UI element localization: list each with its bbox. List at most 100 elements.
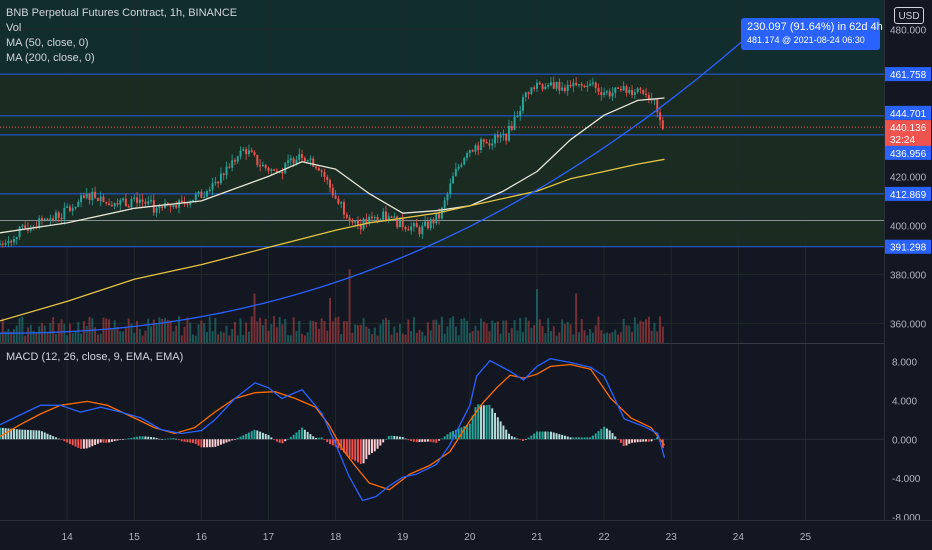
ma50-indicator-label[interactable]: MA (50, close, 0) (6, 37, 89, 49)
histogram-bar (247, 432, 250, 440)
volume-bar (510, 328, 513, 343)
price-label-bg[interactable] (885, 67, 931, 82)
volume-bar (591, 332, 594, 343)
volume-bar (191, 334, 194, 343)
ma50-line (0, 97, 665, 234)
histogram-bar (549, 431, 552, 440)
price-label-bg[interactable] (885, 239, 931, 254)
volume-bar (217, 334, 220, 343)
candle-body (622, 86, 625, 91)
volume-bar (133, 333, 136, 343)
candle-body (393, 216, 396, 218)
volume-bar (642, 321, 645, 343)
symbol-title[interactable]: BNB Perpetual Futures Contract, 1h, BINA… (6, 7, 238, 19)
candle-body (345, 214, 348, 218)
candle-body (155, 207, 158, 213)
volume-bar (105, 318, 108, 343)
volume-bar (38, 326, 41, 343)
level-price-label[interactable]: 436.956 (890, 149, 927, 160)
volume-bar (326, 330, 329, 343)
time-tick-label: 21 (531, 532, 543, 543)
volume-bar (524, 317, 527, 343)
histogram-bar (35, 430, 38, 440)
candle-body (530, 87, 533, 94)
candle-body (505, 133, 508, 141)
price-label-bg[interactable] (885, 186, 931, 201)
candle-body (591, 82, 594, 84)
candle-body (639, 88, 642, 90)
candle-body (175, 205, 178, 208)
level-price-label[interactable]: 391.298 (890, 243, 927, 254)
candle-body (331, 187, 334, 196)
ma200-indicator-label[interactable]: MA (200, close, 0) (6, 52, 95, 64)
histogram-bar (102, 439, 105, 443)
histogram-bar (236, 437, 239, 440)
volume-bar (412, 317, 415, 343)
histogram-bar (242, 435, 245, 440)
price-label-bg[interactable] (885, 120, 931, 135)
volume-bar (43, 325, 46, 343)
horizontal-levels[interactable] (0, 73, 884, 248)
volume-bar (54, 334, 57, 343)
volume-bar (421, 331, 424, 343)
histogram-bar (594, 433, 597, 440)
histogram-bar (1, 427, 4, 440)
candle-body (435, 213, 438, 224)
candle-body (247, 150, 250, 155)
price-label-bg[interactable] (885, 105, 931, 120)
volume-bar (359, 324, 362, 343)
volume-bar (390, 334, 393, 343)
histogram-bar (454, 429, 457, 440)
volume-bar (334, 317, 337, 343)
current-price-label[interactable]: 440.136 (890, 123, 927, 134)
volume-bar (460, 318, 463, 343)
histogram-bar (491, 408, 494, 440)
volume-bar (354, 324, 357, 343)
volume-bar (407, 319, 410, 343)
candle-body (63, 207, 66, 220)
histogram-bar (96, 439, 99, 444)
histogram-bar (71, 439, 74, 446)
volume-bar (454, 326, 457, 343)
volume-bar (491, 320, 494, 343)
volume-indicator-label[interactable]: Vol (6, 22, 22, 34)
level-price-label[interactable]: 412.869 (890, 190, 927, 201)
level-price-label[interactable]: 461.758 (890, 70, 927, 81)
histogram-bar (508, 433, 510, 440)
histogram-bar (54, 437, 57, 440)
candle-body (82, 195, 85, 198)
histogram-bar (278, 439, 281, 443)
histogram-bar (331, 439, 334, 446)
volume-bar (147, 318, 150, 343)
macd-line (0, 358, 666, 502)
candle-body (222, 173, 225, 175)
level-price-label[interactable]: 444.701 (890, 109, 927, 120)
candle-body (449, 183, 452, 194)
volume-bar (656, 331, 659, 343)
volume-bar (659, 316, 662, 343)
histogram-bar (287, 439, 290, 440)
volume-bar (633, 317, 636, 343)
price-label-bg[interactable] (885, 132, 931, 147)
currency-button[interactable]: USD (894, 7, 924, 24)
candle-body (144, 201, 147, 204)
candle-body (306, 159, 309, 162)
macd-indicator-label[interactable]: MACD (12, 26, close, 9, EMA, EMA) (6, 351, 184, 363)
histogram-bar (77, 439, 80, 448)
histogram-bar (524, 439, 527, 440)
candle-body (502, 133, 505, 135)
candle-body (603, 92, 606, 96)
candle-countdown[interactable]: 32:24 (890, 135, 915, 146)
projection-curve (0, 32, 753, 334)
candle-body (379, 219, 382, 222)
volume-bar (250, 316, 253, 343)
candle-body (189, 201, 192, 205)
volume-bar (494, 322, 497, 343)
price-label-bg[interactable] (885, 145, 931, 160)
candle-body (194, 194, 197, 200)
histogram-bar (552, 432, 555, 440)
histogram-bar (108, 439, 111, 443)
histogram-bar (519, 439, 522, 440)
